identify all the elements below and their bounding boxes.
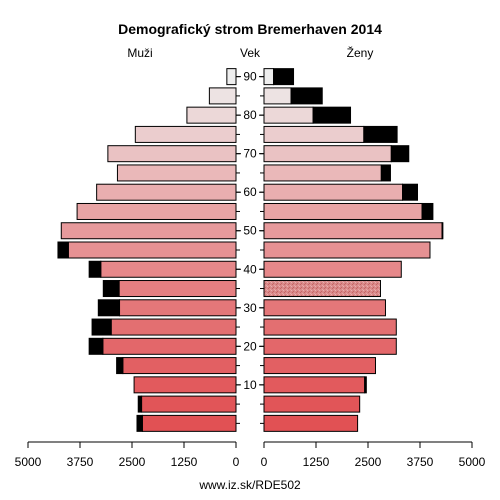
- female-bar-0-4: [263, 414, 359, 432]
- male-bar-45-49: [67, 241, 237, 259]
- female-surplus-10-14: [364, 376, 367, 394]
- male-bar-65-69: [116, 164, 237, 182]
- male-bar-70-74: [107, 145, 237, 163]
- bars-group: [57, 68, 444, 432]
- age-tick-label: 10: [243, 378, 257, 392]
- female-bar-10-14: [263, 376, 366, 394]
- female-surplus-55-59: [421, 202, 434, 220]
- age-tick-label: 70: [243, 147, 257, 161]
- male-surplus-20-24: [88, 337, 104, 355]
- female-x-tick-label: 1250: [303, 455, 330, 469]
- female-surplus-85-89: [290, 87, 323, 105]
- male-label: Muži: [127, 46, 152, 60]
- male-bar-90+: [226, 68, 237, 86]
- male-bar-10-14: [133, 376, 237, 394]
- female-bar-30-34: [263, 299, 386, 317]
- male-bar-0-4: [141, 414, 237, 432]
- female-surplus-70-74: [390, 145, 410, 163]
- female-bar-45-49: [263, 241, 431, 259]
- male-surplus-30-34: [97, 299, 121, 317]
- female-bar-50-54: [263, 222, 443, 240]
- female-bar-60-64: [263, 183, 404, 201]
- female-bar-80-84: [263, 106, 314, 124]
- male-surplus-5-9: [137, 395, 143, 413]
- male-x-tick-label: 1250: [171, 455, 198, 469]
- age-tick-label: 80: [243, 108, 257, 122]
- female-bar-15-19: [263, 357, 376, 375]
- male-surplus-15-19: [116, 357, 124, 375]
- female-x-tick-label: 3750: [407, 455, 434, 469]
- female-x-tick-label: 0: [261, 455, 268, 469]
- male-bar-85-89: [208, 87, 237, 105]
- female-bar-5-9: [263, 395, 361, 413]
- male-bar-75-79: [134, 125, 237, 143]
- male-surplus-35-39: [102, 280, 120, 298]
- female-surplus-80-84: [312, 106, 352, 124]
- age-tick-label: 90: [243, 70, 257, 84]
- footer-source: www.iz.sk/RDE502: [198, 478, 301, 492]
- male-bar-35-39: [118, 280, 237, 298]
- female-surplus-50-54: [441, 222, 444, 240]
- age-tick-label: 20: [243, 339, 257, 353]
- male-bar-5-9: [141, 395, 237, 413]
- age-axis: 10 20 30 40 50 60 70 80 90: [236, 70, 264, 424]
- male-x-tick-label: 0: [233, 455, 240, 469]
- female-x-tick-label: 5000: [459, 455, 486, 469]
- male-bar-30-34: [119, 299, 237, 317]
- age-tick-label: 30: [243, 301, 257, 315]
- female-bar-90+: [263, 68, 275, 86]
- male-bar-55-59: [76, 202, 237, 220]
- male-bar-15-19: [122, 357, 237, 375]
- male-bar-60-64: [96, 183, 237, 201]
- male-bar-20-24: [102, 337, 237, 355]
- male-surplus-0-4: [136, 414, 143, 432]
- male-bar-25-29: [110, 318, 237, 336]
- female-bar-25-29: [263, 318, 397, 336]
- male-bar-80-84: [186, 106, 237, 124]
- age-axis-label: Vek: [240, 46, 261, 60]
- male-x-tick-label: 2500: [119, 455, 146, 469]
- female-surplus-65-69: [380, 164, 391, 182]
- female-bar-55-59: [263, 202, 423, 220]
- female-bar-40-44: [263, 260, 402, 278]
- male-x-tick-label: 3750: [67, 455, 94, 469]
- female-surplus-75-79: [363, 125, 398, 143]
- age-tick-label: 60: [243, 185, 257, 199]
- male-surplus-25-29: [91, 318, 112, 336]
- age-tick-label: 40: [243, 262, 257, 276]
- female-bar-75-79: [263, 125, 365, 143]
- male-bar-50-54: [60, 222, 237, 240]
- female-surplus-60-64: [402, 183, 419, 201]
- female-bar-65-69: [263, 164, 382, 182]
- female-label: Ženy: [347, 45, 374, 60]
- female-x-tick-label: 2500: [355, 455, 382, 469]
- x-axes: 5000 3750 2500 1250 0 0 1250 2500 3750 5000: [15, 441, 486, 469]
- female-bar-85-89: [263, 87, 292, 105]
- male-surplus-40-44: [88, 260, 102, 278]
- male-x-tick-label: 5000: [15, 455, 42, 469]
- chart-title: Demografický strom Bremerhaven 2014: [118, 21, 382, 37]
- female-surplus-90+: [273, 68, 295, 86]
- male-surplus-45-49: [57, 241, 69, 259]
- age-tick-label: 50: [243, 224, 257, 238]
- male-bar-40-44: [100, 260, 237, 278]
- female-bar-70-74: [263, 145, 392, 163]
- female-bar-35-39: [263, 280, 381, 298]
- female-bar-20-24: [263, 337, 397, 355]
